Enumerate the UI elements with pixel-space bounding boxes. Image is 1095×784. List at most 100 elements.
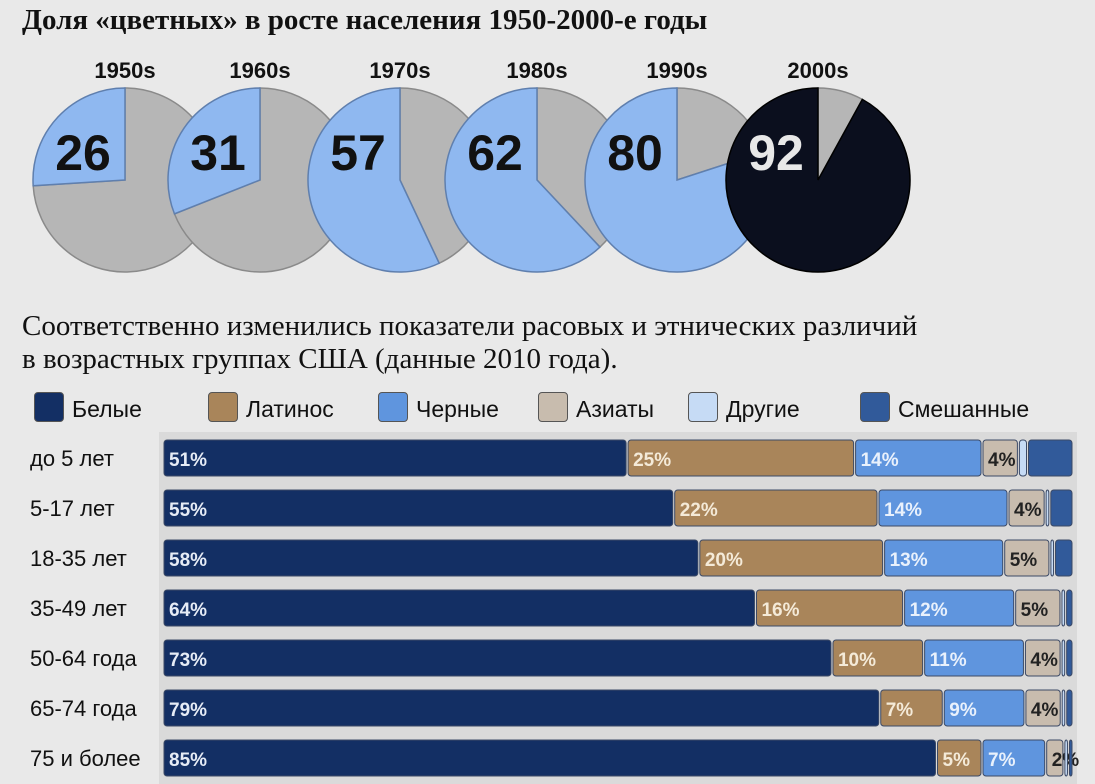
pie-decade-label: 1960s [229, 58, 290, 83]
bar-segment [943, 689, 1025, 727]
category-label: 75 и более [30, 746, 141, 771]
bar-segment [163, 589, 755, 627]
legend-label: Другие [726, 396, 800, 422]
bar-segment [163, 689, 880, 727]
bar-segment [627, 439, 855, 477]
bar-segment [1068, 739, 1073, 777]
bar-segment [855, 439, 982, 477]
bar-segment [1061, 589, 1066, 627]
bar-segment [163, 489, 674, 527]
legend-swatch [378, 392, 408, 422]
bar-value-label: 10% [838, 650, 876, 671]
pie-main-slice [32, 87, 126, 187]
bar-segment [1066, 589, 1073, 627]
pie-value-label: 57 [330, 125, 386, 181]
legend-label: Азиаты [576, 396, 655, 422]
pie-main-slice [307, 87, 441, 273]
bar-segment [163, 739, 936, 777]
bar-row: до 5 лет 51% 25% 14% 4% [30, 439, 1073, 477]
category-label: 65-74 года [30, 696, 138, 721]
legend: Белые Латинос Черные Азиаты Другие Смешанные [0, 388, 1095, 430]
bar-segment [884, 539, 1004, 577]
bar-segment [1025, 689, 1061, 727]
bar-segment [1046, 739, 1064, 777]
bar-segment [1061, 689, 1066, 727]
bar-value-label: 79% [169, 700, 207, 721]
bar-segment [163, 439, 627, 477]
pie-value-label: 31 [190, 125, 246, 181]
legend-swatch [538, 392, 568, 422]
pie-main-slice [444, 87, 602, 273]
bar-row: 65-74 года 79% 7% 9% 4% [30, 689, 1073, 727]
bar-value-label: 7% [886, 700, 914, 721]
pie-value-label: 62 [467, 125, 523, 181]
bar-segment [1028, 439, 1073, 477]
bar-segment [1015, 589, 1061, 627]
category-label: 18-35 лет [30, 546, 127, 571]
category-label: 5-17 лет [30, 496, 115, 521]
bar-value-label: 4% [1031, 700, 1059, 721]
bar-segment [982, 739, 1046, 777]
bar-segment [904, 589, 1015, 627]
bar-value-label: 13% [890, 550, 928, 571]
legend-label: Белые [72, 396, 142, 422]
bar-value-label: 16% [761, 600, 799, 621]
legend-swatch [34, 392, 64, 422]
chart-title: Доля «цветных» в росте населения 1950-20… [22, 4, 708, 36]
age-group-bars: до 5 лет 51% 25% 14% 4% 5-17 лет 55% 22% 14% 4% 18… [30, 432, 1079, 784]
decade-pies: 1950s 26 1960s 31 1970s 57 1980s 62 1990s 80 2000s… [32, 58, 911, 273]
bar-segment [924, 639, 1024, 677]
bar-value-label: 5% [1010, 550, 1038, 571]
bar-value-label: 55% [169, 500, 207, 521]
bar-value-label: 5% [1021, 600, 1049, 621]
pie-2000s: 2000s 92 [725, 58, 911, 273]
category-label: 35-49 лет [30, 596, 127, 621]
bar-row: 35-49 лет 64% 16% 12% 5% [30, 589, 1073, 627]
bar-segment [878, 489, 1008, 527]
bar-segment [1061, 639, 1066, 677]
bar-value-label: 64% [169, 600, 207, 621]
pie-value-label: 92 [748, 125, 804, 181]
bar-value-label: 25% [633, 450, 671, 471]
bar-chart-subtitle: Соответственно изменились показатели рас… [22, 310, 918, 375]
bar-value-label: 51% [169, 450, 207, 471]
bar-segment [982, 439, 1018, 477]
pie-decade-label: 2000s [787, 58, 848, 83]
pie-1950s: 1950s 26 [32, 58, 218, 273]
bar-segment [1050, 539, 1055, 577]
bar-value-label: 20% [705, 550, 743, 571]
bar-segment [1066, 689, 1073, 727]
bar-row: 5-17 лет 55% 22% 14% 4% [30, 489, 1073, 527]
bar-value-label: 22% [680, 500, 718, 521]
bar-segment [1024, 639, 1061, 677]
bar-value-label: 11% [930, 650, 967, 671]
pie-value-label: 26 [55, 125, 111, 181]
bar-value-label: 73% [169, 650, 207, 671]
bar-value-label: 9% [949, 700, 977, 721]
bar-segment [880, 689, 943, 727]
bar-segment [1064, 739, 1068, 777]
legend-swatch [860, 392, 890, 422]
bar-row: 50-64 года 73% 10% 11% 4% [30, 639, 1073, 677]
bar-value-label: 4% [1014, 500, 1042, 521]
pie-value-label: 80 [607, 125, 663, 181]
bar-segment [1004, 539, 1050, 577]
bar-value-label: 7% [988, 750, 1016, 771]
bar-value-label: 14% [884, 500, 922, 521]
bar-segment [163, 639, 832, 677]
bar-segment [699, 539, 884, 577]
legend-swatch [688, 392, 718, 422]
legend-swatch [208, 392, 238, 422]
bar-row: 18-35 лет 58% 20% 13% 5% [30, 539, 1073, 577]
bar-value-label: 85% [169, 750, 207, 771]
pie-decade-label: 1970s [369, 58, 430, 83]
bar-segment [937, 739, 982, 777]
bar-value-label: 5% [943, 750, 971, 771]
pie-decade-label: 1950s [94, 58, 155, 83]
bar-value-label: 14% [861, 450, 899, 471]
bar-segment [163, 539, 699, 577]
bar-value-label: 4% [988, 450, 1016, 471]
bar-segment [1018, 439, 1028, 477]
bar-segment [832, 639, 924, 677]
